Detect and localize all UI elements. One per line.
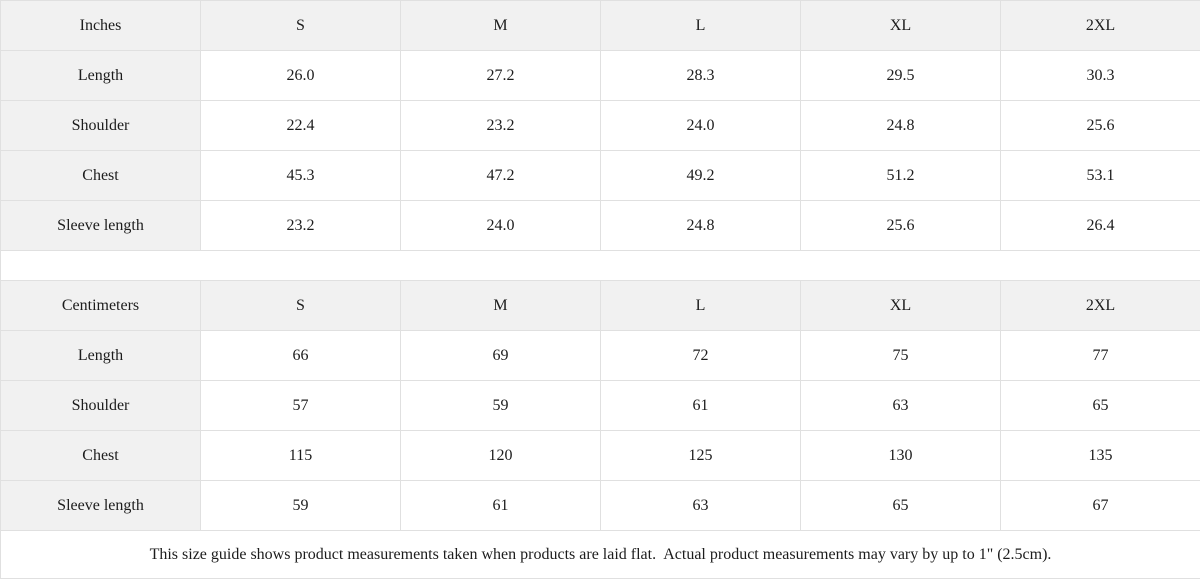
table-row: Sleeve length 23.2 24.0 24.8 25.6 26.4 bbox=[0, 200, 1200, 251]
table-row: Length 26.0 27.2 28.3 29.5 30.3 bbox=[0, 50, 1200, 101]
row-label-length: Length bbox=[0, 330, 201, 381]
cell-value: 26.0 bbox=[200, 50, 401, 101]
footer-note-row: This size guide shows product measuremen… bbox=[0, 530, 1200, 579]
cell-value: 61 bbox=[600, 380, 801, 431]
cell-value: 25.6 bbox=[800, 200, 1001, 251]
cell-value: 72 bbox=[600, 330, 801, 381]
cell-value: 63 bbox=[800, 380, 1001, 431]
cell-value: 45.3 bbox=[200, 150, 401, 201]
cell-value: 135 bbox=[1000, 430, 1200, 481]
cell-value: 23.2 bbox=[200, 200, 401, 251]
size-header-xl: XL bbox=[800, 280, 1001, 331]
cell-value: 57 bbox=[200, 380, 401, 431]
row-label-length: Length bbox=[0, 50, 201, 101]
cell-value: 59 bbox=[200, 480, 401, 531]
size-header-l: L bbox=[600, 0, 801, 51]
size-header-m: M bbox=[400, 280, 601, 331]
cell-value: 49.2 bbox=[600, 150, 801, 201]
table-row: Sleeve length 59 61 63 65 67 bbox=[0, 480, 1200, 531]
cell-value: 22.4 bbox=[200, 100, 401, 151]
row-label-shoulder: Shoulder bbox=[0, 380, 201, 431]
cell-value: 26.4 bbox=[1000, 200, 1200, 251]
cell-value: 75 bbox=[800, 330, 1001, 381]
cell-value: 29.5 bbox=[800, 50, 1001, 101]
cell-value: 59 bbox=[400, 380, 601, 431]
row-label-chest: Chest bbox=[0, 430, 201, 481]
cell-value: 130 bbox=[800, 430, 1001, 481]
row-label-chest: Chest bbox=[0, 150, 201, 201]
section-spacer bbox=[0, 250, 1200, 281]
cell-value: 63 bbox=[600, 480, 801, 531]
row-label-sleeve-length: Sleeve length bbox=[0, 200, 201, 251]
cell-value: 24.8 bbox=[800, 100, 1001, 151]
cell-value: 24.8 bbox=[600, 200, 801, 251]
cell-value: 65 bbox=[1000, 380, 1200, 431]
size-header-2xl: 2XL bbox=[1000, 280, 1200, 331]
inches-header-row: Inches S M L XL 2XL bbox=[0, 0, 1200, 51]
size-header-l: L bbox=[600, 280, 801, 331]
cell-value: 30.3 bbox=[1000, 50, 1200, 101]
cell-value: 24.0 bbox=[400, 200, 601, 251]
size-header-s: S bbox=[200, 0, 401, 51]
section-spacer-row bbox=[0, 250, 1200, 281]
cell-value: 24.0 bbox=[600, 100, 801, 151]
centimeters-header-row: Centimeters S M L XL 2XL bbox=[0, 280, 1200, 331]
size-header-s: S bbox=[200, 280, 401, 331]
row-label-shoulder: Shoulder bbox=[0, 100, 201, 151]
table-row: Shoulder 57 59 61 63 65 bbox=[0, 380, 1200, 431]
cell-value: 66 bbox=[200, 330, 401, 381]
cell-value: 65 bbox=[800, 480, 1001, 531]
cell-value: 120 bbox=[400, 430, 601, 481]
cell-value: 51.2 bbox=[800, 150, 1001, 201]
cell-value: 61 bbox=[400, 480, 601, 531]
cell-value: 67 bbox=[1000, 480, 1200, 531]
cell-value: 69 bbox=[400, 330, 601, 381]
cell-value: 28.3 bbox=[600, 50, 801, 101]
table-row: Chest 115 120 125 130 135 bbox=[0, 430, 1200, 481]
table-row: Shoulder 22.4 23.2 24.0 24.8 25.6 bbox=[0, 100, 1200, 151]
cell-value: 27.2 bbox=[400, 50, 601, 101]
footer-note: This size guide shows product measuremen… bbox=[0, 530, 1200, 579]
cell-value: 47.2 bbox=[400, 150, 601, 201]
size-header-xl: XL bbox=[800, 0, 1001, 51]
cell-value: 25.6 bbox=[1000, 100, 1200, 151]
table-row: Chest 45.3 47.2 49.2 51.2 53.1 bbox=[0, 150, 1200, 201]
cell-value: 53.1 bbox=[1000, 150, 1200, 201]
row-label-sleeve-length: Sleeve length bbox=[0, 480, 201, 531]
cell-value: 125 bbox=[600, 430, 801, 481]
size-header-2xl: 2XL bbox=[1000, 0, 1200, 51]
unit-header-inches: Inches bbox=[0, 0, 201, 51]
table-row: Length 66 69 72 75 77 bbox=[0, 330, 1200, 381]
size-header-m: M bbox=[400, 0, 601, 51]
cell-value: 23.2 bbox=[400, 100, 601, 151]
unit-header-centimeters: Centimeters bbox=[0, 280, 201, 331]
cell-value: 77 bbox=[1000, 330, 1200, 381]
cell-value: 115 bbox=[200, 430, 401, 481]
